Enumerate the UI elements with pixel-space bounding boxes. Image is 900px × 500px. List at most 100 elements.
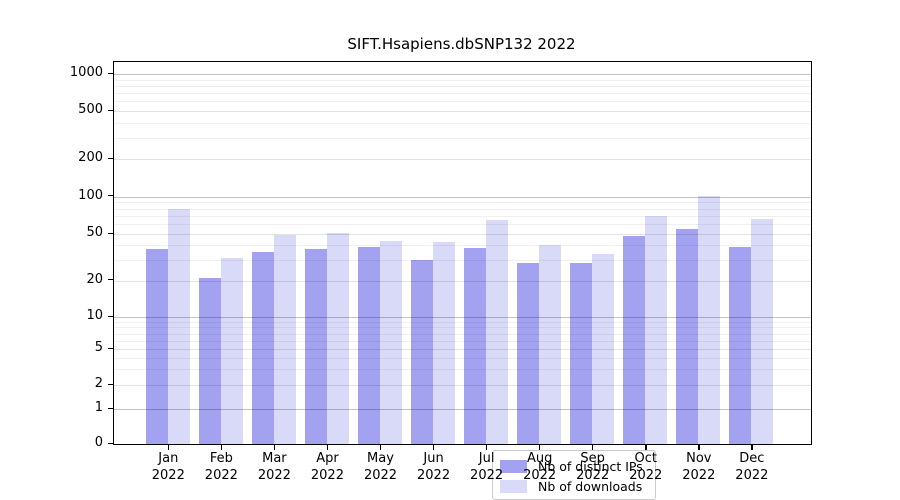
bar-downloads-nov xyxy=(698,196,721,444)
bar-downloads-mar xyxy=(273,235,296,444)
gridline-40 xyxy=(114,245,811,247)
gridline-90 xyxy=(114,202,811,204)
y-tick-mark-500 xyxy=(108,109,113,111)
plot-area: Nb of distinct IPs Nb of downloads xyxy=(113,61,812,500)
y-tick-label-2: 2 xyxy=(94,376,103,391)
x-tick-label-mar: Mar 2022 xyxy=(242,450,306,484)
bar-downloads-apr xyxy=(326,232,349,444)
y-tick-label-200: 200 xyxy=(78,150,103,165)
bar-distinct-ips-jul xyxy=(464,247,487,444)
y-tick-label-50: 50 xyxy=(86,225,103,240)
year-label: 2022 xyxy=(576,468,610,483)
gridline-5 xyxy=(114,349,811,350)
x-tick-label-dec: Dec 2022 xyxy=(720,450,784,484)
y-tick-mark-2 xyxy=(108,383,113,385)
bar-distinct-ips-may xyxy=(358,246,380,444)
legend-label: Nb of distinct IPs xyxy=(538,458,643,474)
gridline-50 xyxy=(114,234,811,235)
y-tick-mark-50 xyxy=(108,232,113,234)
x-tick-mark-dec xyxy=(751,445,753,450)
y-tick-mark-20 xyxy=(108,279,113,281)
month-label: Mar xyxy=(262,451,287,466)
gridline-60 xyxy=(114,224,811,226)
gridline-20 xyxy=(114,280,811,282)
x-tick-label-oct: Oct 2022 xyxy=(614,450,678,484)
x-tick-label-feb: Feb 2022 xyxy=(189,450,253,484)
bar-downloads-jun xyxy=(433,241,456,444)
gridline-100 xyxy=(114,196,811,198)
bar-distinct-ips-apr xyxy=(304,249,327,444)
bar-distinct-ips-jun xyxy=(411,259,434,444)
x-tick-mark-mar xyxy=(273,445,276,450)
year-label: 2022 xyxy=(151,468,185,483)
bar-distinct-ips-dec xyxy=(729,246,752,444)
gridline-8 xyxy=(114,327,811,329)
gridline-300 xyxy=(114,137,811,139)
bar-distinct-ips-feb xyxy=(198,278,221,444)
bar-distinct-ips-oct xyxy=(623,236,646,444)
month-label: May xyxy=(367,451,394,466)
x-tick-mark-jun xyxy=(433,445,435,450)
year-label: 2022 xyxy=(735,468,769,483)
month-label: Jan xyxy=(158,451,179,466)
gridline-900 xyxy=(114,79,811,81)
month-label: Dec xyxy=(739,451,765,466)
bar-distinct-ips-jan xyxy=(145,249,168,444)
gridline-700 xyxy=(114,93,811,94)
x-tick-mark-sep xyxy=(592,445,594,450)
bar-downloads-dec xyxy=(751,219,774,444)
bar-downloads-may xyxy=(380,240,402,444)
year-label: 2022 xyxy=(363,468,398,483)
x-tick-label-apr: Apr 2022 xyxy=(295,450,359,484)
x-tick-mark-feb xyxy=(220,445,223,450)
bar-distinct-ips-sep xyxy=(570,263,593,444)
x-tick-label-may: May 2022 xyxy=(349,450,413,484)
x-tick-mark-jan xyxy=(167,445,170,450)
legend-row-distinct-ips: Nb of distinct IPs xyxy=(493,456,655,476)
y-tick-mark-1000 xyxy=(108,72,113,74)
legend: Nb of distinct IPs Nb of downloads xyxy=(492,450,656,500)
bar-distinct-ips-aug xyxy=(517,263,540,444)
y-tick-mark-0 xyxy=(108,442,113,444)
y-tick-label-20: 20 xyxy=(86,271,103,287)
x-tick-mark-apr xyxy=(326,445,329,450)
month-label: Aug xyxy=(526,451,553,466)
gridline-600 xyxy=(114,101,811,103)
month-label: Feb xyxy=(209,451,233,466)
bar-downloads-feb xyxy=(220,258,243,444)
legend-swatch-icon xyxy=(500,459,527,473)
y-tick-label-500: 500 xyxy=(78,102,103,117)
gridline-6 xyxy=(114,340,811,342)
x-tick-mark-may xyxy=(380,445,382,450)
bars-layer xyxy=(114,62,811,444)
month-label: Jun xyxy=(423,451,444,466)
y-tick-label-0: 0 xyxy=(94,435,103,450)
gridline-2 xyxy=(114,385,811,386)
bar-distinct-ips-mar xyxy=(251,252,274,444)
month-label: Nov xyxy=(686,451,712,466)
y-tick-label-1: 1 xyxy=(94,400,103,415)
legend-swatch-icon xyxy=(500,479,527,493)
gridline-1 xyxy=(114,409,811,410)
x-tick-label-sep: Sep 2022 xyxy=(561,450,625,484)
bar-downloads-jul xyxy=(486,219,509,444)
month-label: Oct xyxy=(634,451,657,466)
year-label: 2022 xyxy=(629,468,663,483)
bar-downloads-aug xyxy=(539,245,562,444)
legend-label: Nb of downloads xyxy=(538,478,643,494)
gridline-3 xyxy=(114,369,811,371)
bar-downloads-jan xyxy=(167,208,190,444)
x-tick-label-jan: Jan 2022 xyxy=(136,450,200,484)
x-tick-label-aug: Aug 2022 xyxy=(508,450,572,484)
gridline-30 xyxy=(114,259,811,261)
gridline-70 xyxy=(114,215,811,217)
gridline-4 xyxy=(114,357,811,359)
y-tick-label-5: 5 xyxy=(94,340,103,355)
y-tick-mark-100 xyxy=(108,195,113,197)
y-tick-label-10: 10 xyxy=(86,308,103,323)
x-tick-mark-nov xyxy=(698,445,700,450)
gridline-80 xyxy=(114,208,811,210)
x-tick-mark-jul xyxy=(486,445,488,450)
y-tick-mark-1 xyxy=(108,407,113,409)
